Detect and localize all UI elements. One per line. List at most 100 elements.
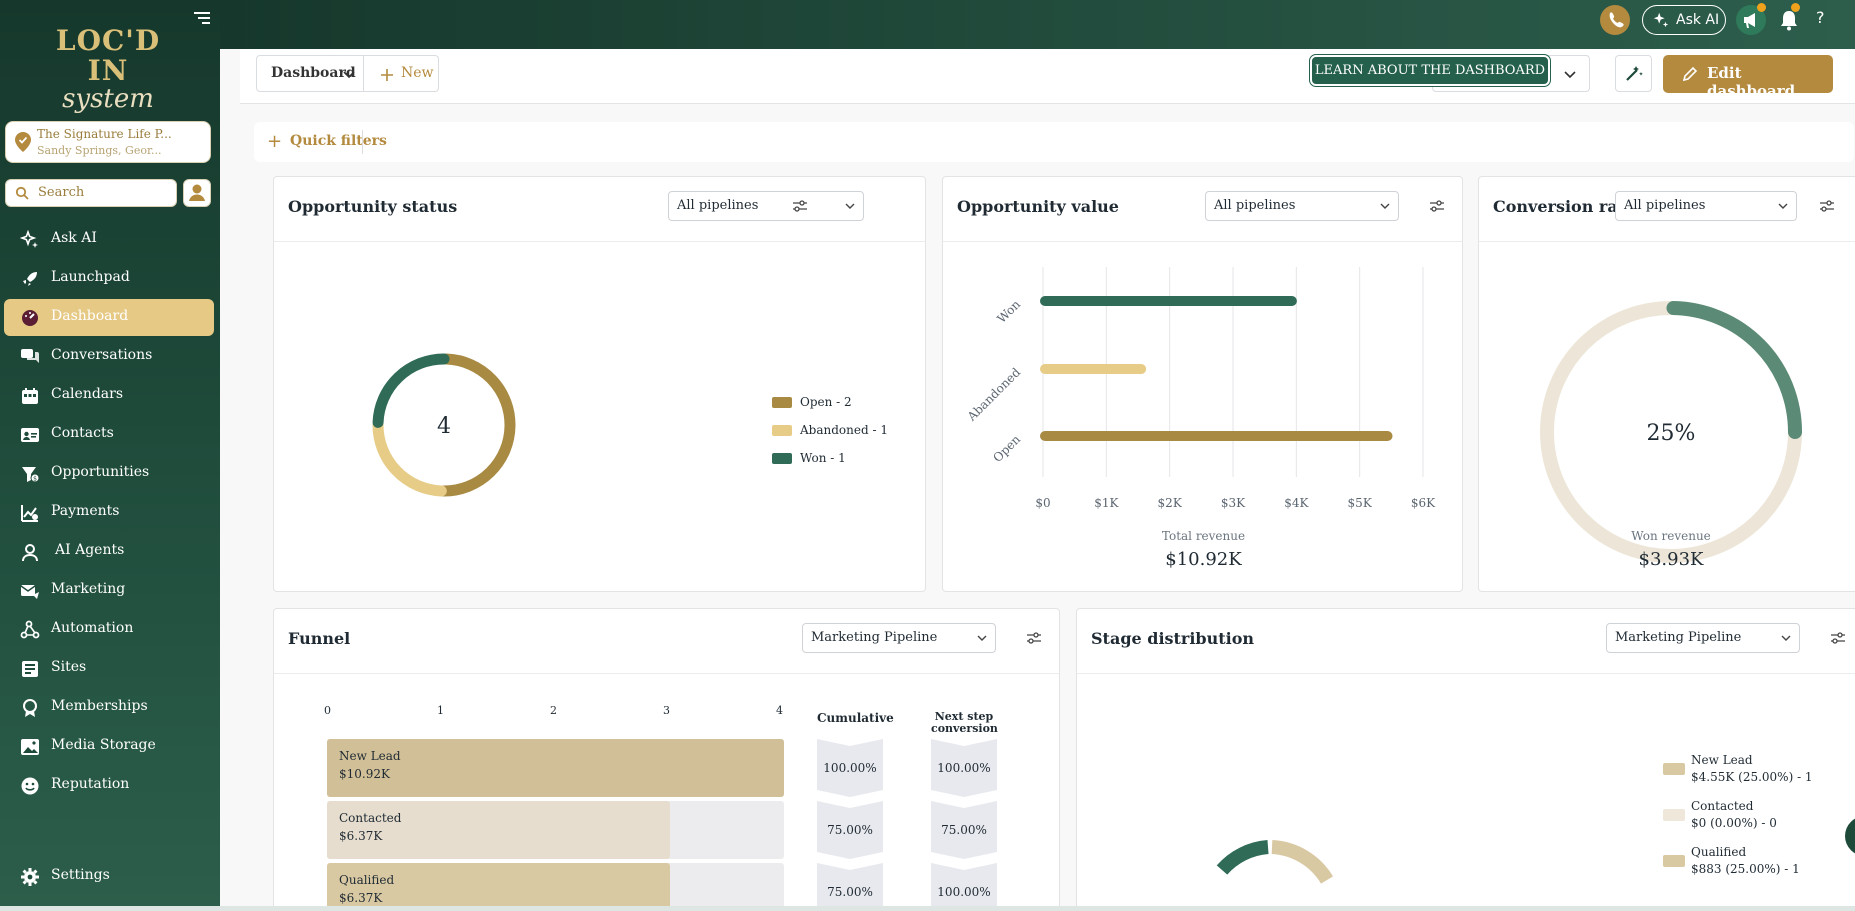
sidebar-item-calendars[interactable]: Calendars — [4, 377, 214, 414]
sidebar-item-settings[interactable]: Settings — [4, 858, 214, 895]
sidebar-item-reputation[interactable]: Reputation — [4, 767, 214, 804]
funnel-next-cell: 100.00% — [931, 739, 997, 797]
logo-line1: LOC'D IN — [55, 24, 161, 87]
dashboard-select[interactable]: Dashboard — [256, 55, 364, 92]
pipeline-select-value: Marketing Pipeline — [1615, 630, 1742, 645]
sidebar-item-ai-agents[interactable]: AI Agents — [4, 533, 214, 570]
workflow-icon — [20, 620, 40, 639]
collapse-menu-icon[interactable] — [194, 12, 210, 26]
badge-icon — [23, 699, 37, 717]
legend-stage-detail: $0 (0.00%) - 0 — [1691, 816, 1777, 830]
edit-dashboard-button[interactable]: Edit dashboard — [1663, 55, 1833, 100]
ring-won-segment — [1666, 301, 1802, 439]
announcements-button[interactable] — [1736, 3, 1766, 35]
funnel-stage-value: $10.92K — [339, 767, 390, 781]
sidebar-item-sites[interactable]: Sites — [4, 650, 214, 687]
funnel-bar[interactable] — [327, 863, 670, 911]
notifications-button[interactable] — [1778, 3, 1800, 32]
sidebar-item-launchpad[interactable]: Launchpad — [4, 260, 214, 297]
pipeline-select[interactable]: All pipelines — [1615, 191, 1797, 221]
legend-label: Won - 1 — [800, 451, 846, 465]
legend-stage-name: New Lead — [1691, 753, 1753, 767]
sidebar-item-automation[interactable]: Automation — [4, 611, 214, 648]
bell-icon — [1781, 11, 1797, 31]
filter-settings-icon[interactable] — [1429, 199, 1445, 213]
sidebar-item-media-storage[interactable]: Media Storage — [4, 728, 214, 765]
magic-wand-button[interactable] — [1615, 55, 1652, 92]
dashboard-content: + Quick filters Opportunity status All p… — [240, 104, 1855, 911]
filter-settings-icon[interactable] — [1819, 199, 1835, 213]
donut-center-total: 4 — [437, 414, 451, 439]
sidebar-item-contacts[interactable]: Contacts — [4, 416, 214, 453]
legend-stage-name: Contacted — [1691, 799, 1754, 813]
mail-send-icon — [20, 585, 39, 599]
brand-logo[interactable]: LOC'D IN system — [38, 24, 178, 113]
pipeline-select[interactable]: All pipelines — [1205, 191, 1399, 221]
location-switcher[interactable]: The Signature Life P... Sandy Springs, G… — [5, 121, 211, 163]
total-revenue-label: Total revenue — [1161, 529, 1246, 543]
x-tick-label: $2K — [1158, 496, 1183, 510]
axis-tick: 1 — [437, 704, 444, 717]
funnel-cumulative-cell: 100.00% — [817, 739, 883, 797]
funnel-cumulative-cell: 75.00% — [817, 801, 883, 859]
horizontal-scrollbar[interactable] — [0, 906, 1855, 911]
funnel-next-value: 100.00% — [937, 885, 991, 899]
sidebar-item-label: Contacts — [51, 425, 114, 441]
settings-label: Settings — [51, 867, 110, 883]
sidebar-search-input[interactable]: Search — [5, 179, 177, 207]
won-revenue-value: $3.93K — [1638, 549, 1704, 570]
stage-distribution-donut-chart — [1216, 840, 1334, 884]
donut-segment-abandoned — [372, 419, 447, 497]
status-donut-chart — [372, 353, 516, 497]
sidebar-item-ask-ai[interactable]: Ask AI — [4, 221, 214, 258]
sidebar-item-marketing[interactable]: Marketing — [4, 572, 214, 609]
filter-settings-icon[interactable] — [1026, 631, 1042, 645]
chat-widget-button[interactable] — [1845, 816, 1855, 856]
svg-text:$: $ — [33, 476, 37, 483]
card-title: Opportunity status — [288, 197, 458, 216]
sidebar-item-opportunities[interactable]: $ Opportunities — [4, 455, 214, 492]
pipeline-select[interactable]: All pipelines — [668, 191, 864, 221]
filter-settings-icon[interactable] — [792, 199, 808, 213]
smiley-icon — [21, 777, 39, 795]
new-dashboard-button[interactable]: New — [364, 55, 439, 92]
funnel-stage-value: $6.37K — [339, 829, 383, 843]
funnel-bar[interactable] — [327, 801, 670, 859]
chevron-down-icon — [343, 71, 355, 79]
gear-icon — [21, 868, 39, 886]
funnel-card: Funnel Marketing Pipeline 0 1 2 3 4 Cumu… — [273, 608, 1060, 911]
stage-legend-item: New Lead $4.55K (25.00%) - 1 — [1663, 753, 1855, 793]
sidebar-item-label: Dashboard — [51, 308, 129, 324]
ask-ai-button[interactable]: Ask AI — [1642, 5, 1726, 35]
contact-card-icon — [21, 428, 39, 442]
sidebar-item-dashboard[interactable]: Dashboard — [4, 299, 214, 336]
sidebar-item-conversations[interactable]: Conversations — [4, 338, 214, 375]
x-tick-label: $4K — [1284, 496, 1309, 510]
funnel-stage-value: $6.37K — [339, 891, 383, 905]
next-step-header-line1: Next step — [934, 710, 994, 723]
sidebar-item-memberships[interactable]: Memberships — [4, 689, 214, 726]
phone-icon — [1609, 12, 1624, 28]
location-pin-icon — [15, 132, 31, 152]
help-button[interactable]: ? — [1816, 8, 1825, 27]
pipeline-select-value: Marketing Pipeline — [811, 630, 938, 645]
filter-settings-icon[interactable] — [1830, 631, 1846, 645]
chevron-down-icon — [977, 635, 987, 641]
quick-filters-bar[interactable]: + Quick filters — [254, 122, 1854, 162]
learn-about-dashboard-button[interactable]: LEARN ABOUT THE DASHBOARD — [1309, 54, 1551, 87]
sidebar-item-payments[interactable]: Payments — [4, 494, 214, 531]
funnel-cumulative-cell: 75.00% — [817, 863, 883, 911]
funnel-next-value: 75.00% — [941, 823, 987, 837]
pipeline-select-value: All pipelines — [1214, 198, 1296, 213]
pipeline-select-value: All pipelines — [677, 198, 759, 213]
pipeline-select[interactable]: Marketing Pipeline — [1606, 623, 1800, 653]
phone-button[interactable] — [1600, 5, 1630, 35]
user-avatar-button[interactable] — [183, 179, 211, 207]
pipeline-select[interactable]: Marketing Pipeline — [802, 623, 996, 653]
magic-wand-icon — [1626, 66, 1643, 81]
funnel-cumulative-value: 75.00% — [827, 885, 873, 899]
funnel-bar[interactable] — [327, 739, 784, 797]
edit-dashboard-label: Edit dashboard — [1707, 64, 1796, 100]
funnel-stage-name: Qualified — [339, 873, 395, 887]
sparkle-icon — [1653, 12, 1669, 28]
